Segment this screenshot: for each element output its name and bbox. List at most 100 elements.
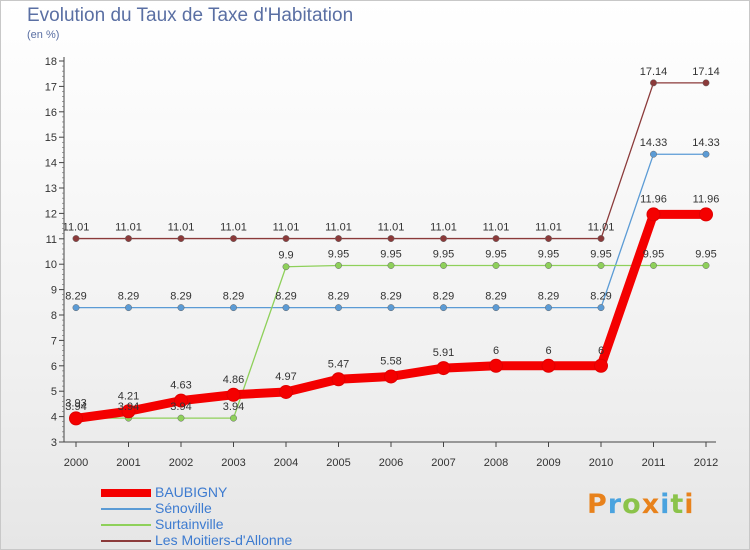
logo-letter: r	[607, 489, 623, 520]
data-label: 11.01	[535, 222, 562, 234]
data-label: 17.14	[640, 66, 668, 78]
data-label: 11.01	[483, 222, 510, 234]
legend-label: BAUBIGNY	[155, 484, 228, 500]
data-label: 8.29	[65, 291, 86, 303]
data-point	[177, 304, 185, 312]
data-label: 9.95	[643, 248, 664, 260]
data-label: 3.94	[170, 401, 191, 413]
data-label: 8.29	[328, 291, 349, 303]
data-point	[597, 262, 605, 269]
data-point	[440, 304, 447, 312]
data-point	[650, 262, 657, 269]
x-tick-label: 2000	[64, 457, 88, 469]
data-point	[594, 358, 608, 373]
x-tick-label: 2010	[589, 457, 613, 469]
data-label: 3.94	[223, 401, 244, 413]
data-point	[545, 304, 552, 312]
logo-letter: x	[641, 489, 661, 520]
y-tick-label: 13	[45, 183, 57, 195]
data-label: 6	[493, 345, 499, 357]
data-label: 8.29	[433, 291, 454, 303]
y-tick-label: 12	[45, 208, 57, 220]
x-tick-label: 2009	[536, 457, 560, 469]
data-label: 11.01	[588, 222, 615, 234]
data-point	[545, 262, 552, 269]
data-point	[226, 387, 241, 402]
x-tick-label: 2012	[694, 457, 718, 469]
y-tick-label: 3	[51, 437, 57, 449]
data-point	[702, 79, 710, 87]
data-point	[125, 304, 132, 312]
logo-letter: P	[587, 489, 608, 520]
data-label: 6	[545, 345, 551, 357]
data-label: 9.95	[538, 248, 559, 260]
data-label: 4.21	[118, 390, 139, 402]
data-label: 3.93	[65, 397, 86, 409]
data-label: 9.95	[433, 248, 454, 260]
legend-swatch	[101, 508, 151, 510]
legend-label: Sénoville	[155, 500, 212, 516]
data-label: 8.29	[380, 291, 401, 303]
data-point	[177, 235, 185, 242]
y-tick-label: 6	[51, 361, 57, 373]
y-tick-label: 4	[51, 412, 57, 424]
y-tick-label: 11	[46, 234, 57, 246]
data-point	[541, 358, 556, 373]
data-label: 9.95	[485, 248, 506, 260]
data-point	[230, 235, 237, 242]
data-point	[440, 262, 447, 269]
data-point	[597, 304, 605, 312]
data-label: 11.01	[115, 222, 142, 234]
chart-title: Evolution du Taux de Taxe d'Habitation	[27, 5, 354, 26]
data-label: 4.86	[223, 374, 244, 386]
y-tick-label: 16	[45, 107, 57, 119]
y-tick-label: 9	[51, 285, 57, 297]
data-label: 11.01	[168, 222, 195, 234]
y-tick-label: 7	[51, 335, 57, 347]
data-point	[121, 404, 136, 419]
y-tick-label: 15	[45, 132, 57, 144]
data-label: 5.58	[380, 355, 401, 367]
data-point	[650, 150, 657, 158]
data-label: 5.91	[433, 347, 454, 359]
data-point	[282, 263, 290, 271]
data-point	[230, 304, 237, 312]
data-label: 4.97	[275, 371, 296, 383]
data-point	[177, 414, 185, 422]
data-point	[72, 235, 80, 242]
data-point	[335, 235, 342, 242]
data-label: 11.01	[325, 222, 352, 234]
data-label: 9.95	[695, 248, 716, 260]
x-tick-label: 2008	[484, 457, 508, 469]
data-point	[282, 235, 290, 242]
data-point	[335, 304, 342, 312]
data-point	[699, 207, 713, 222]
data-point	[335, 262, 342, 269]
data-label: 14.33	[640, 137, 668, 149]
data-label: 8.29	[485, 291, 506, 303]
data-point	[282, 304, 290, 312]
legend-label: Les Moitiers-d'Allonne	[155, 532, 293, 548]
data-label: 14.33	[692, 137, 720, 149]
data-label: 5.47	[328, 358, 349, 370]
x-tick-label: 2003	[221, 457, 245, 469]
data-label: 9.95	[590, 248, 611, 260]
data-label: 8.29	[275, 291, 296, 303]
data-label: 9.95	[380, 248, 401, 260]
data-point	[702, 150, 710, 158]
x-tick-label: 2007	[431, 457, 455, 469]
data-label: 8.29	[538, 291, 559, 303]
data-point	[387, 235, 395, 242]
data-point	[72, 304, 80, 312]
legend-swatch	[101, 540, 151, 542]
data-label: 11.96	[693, 193, 720, 205]
data-point	[440, 235, 447, 242]
data-label: 11.96	[640, 193, 667, 205]
data-point	[489, 358, 503, 373]
data-label: 11.01	[63, 222, 90, 234]
data-point	[646, 207, 661, 222]
legend-label: Surtainville	[155, 516, 224, 532]
data-label: 8.29	[118, 291, 139, 303]
data-label: 3.94	[65, 401, 86, 413]
